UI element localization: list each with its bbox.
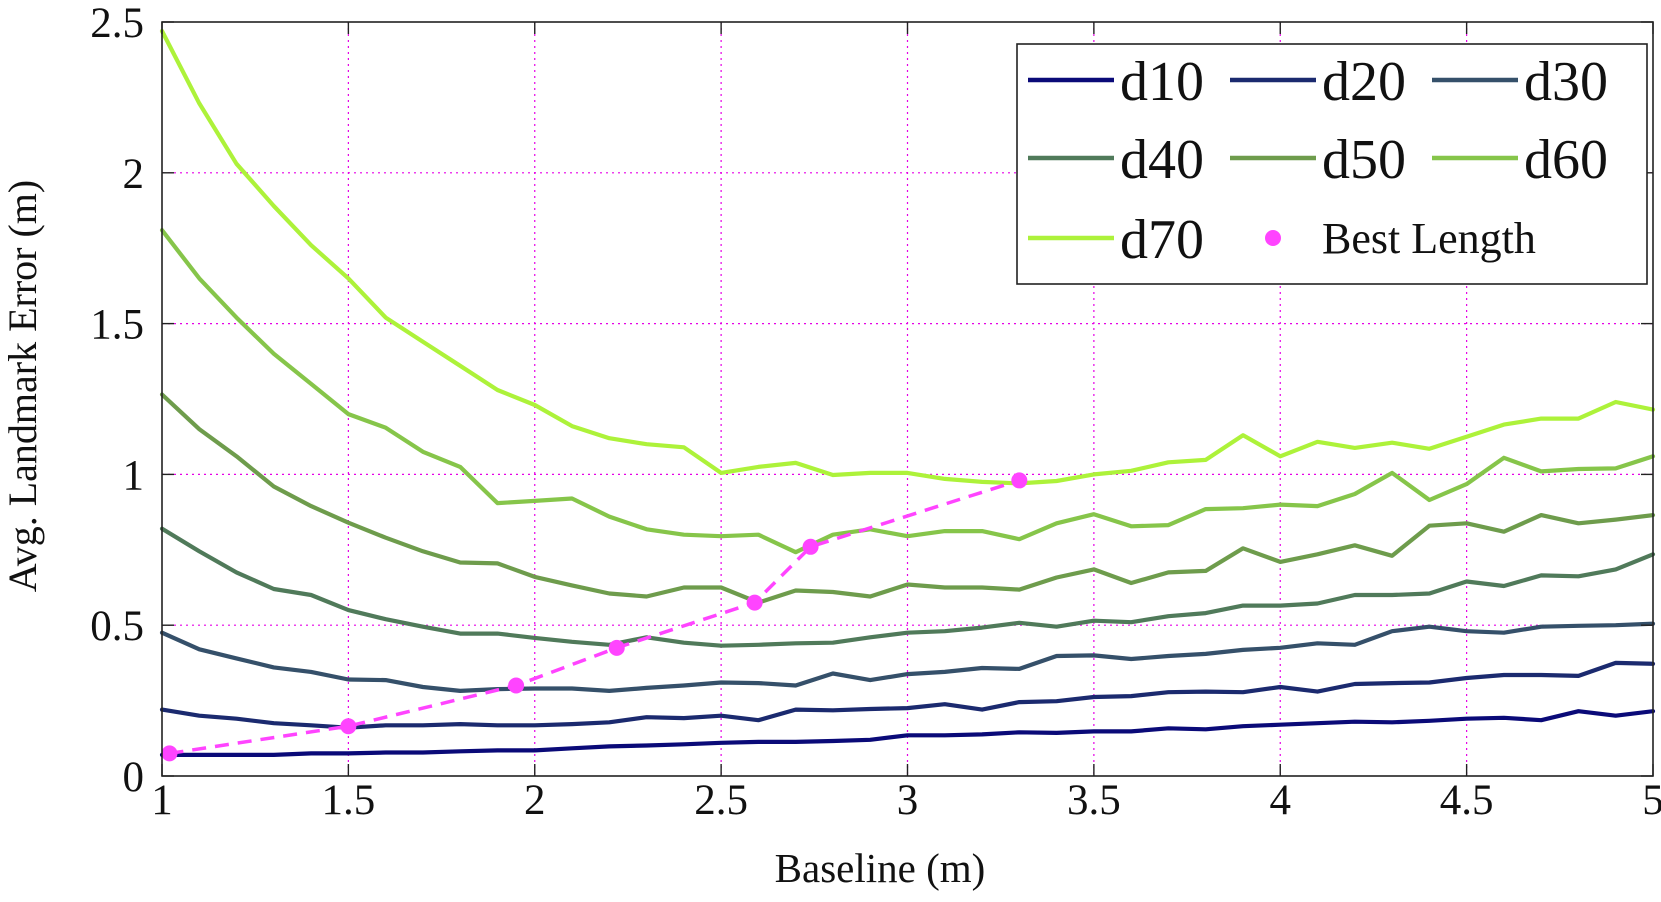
x-tick-label: 2 [524, 777, 546, 824]
y-tick-label: 1.5 [90, 302, 144, 349]
x-tick-label: 3.5 [1067, 777, 1121, 824]
best-length-point [340, 718, 357, 735]
legend-label-d40: d40 [1120, 129, 1204, 191]
best-length-point [802, 538, 819, 555]
y-axis-label: Avg. Landmark Error (m) [0, 180, 45, 592]
legend-label-d70: d70 [1120, 209, 1204, 271]
axis-ticks: 1 1.5 2 2.5 3 3.5 4 4.5 5 0 0.5 1 1.5 2 2.5 [90, 0, 1661, 824]
series-line-d60 [159, 228, 1656, 555]
legend: d10 d20 d30 d40 d50 d60 d70 Best Length [1016, 43, 1648, 285]
x-tick-label: 4 [1270, 777, 1292, 824]
legend-label-d30: d30 [1524, 51, 1608, 113]
best-length-layer [161, 472, 1028, 762]
x-tick-label: 2.5 [694, 777, 748, 824]
legend-label-d50: d50 [1322, 129, 1406, 191]
y-tick-label: 0.5 [90, 603, 144, 650]
legend-box [1016, 43, 1648, 285]
series-line-d10 [159, 709, 1656, 758]
series-line-d50 [159, 392, 1656, 605]
x-tick-label: 4.5 [1440, 777, 1494, 824]
series-line-d20 [159, 660, 1656, 730]
y-tick-label: 2.5 [90, 0, 144, 47]
best-length-point [746, 594, 763, 611]
x-axis-label: Baseline (m) [775, 845, 986, 891]
x-tick-label: 3 [897, 777, 919, 824]
x-tick-label: 1 [151, 777, 173, 824]
x-tick-label: 5 [1642, 777, 1661, 824]
best-length-point [608, 639, 625, 656]
series-line-d40 [159, 526, 1656, 648]
best-length-line [169, 478, 1020, 756]
series-line-d70 [159, 28, 1656, 486]
x-tick-label: 1.5 [322, 777, 376, 824]
best-length-point [1011, 472, 1028, 489]
legend-swatch-best-length [1265, 230, 1281, 246]
best-length-point [161, 745, 178, 762]
series-layer [159, 28, 1656, 758]
y-tick-label: 1 [123, 452, 145, 499]
legend-label-d20: d20 [1322, 51, 1406, 113]
y-tick-label: 0 [123, 754, 145, 801]
series-line-d30 [159, 621, 1656, 694]
legend-label-best-length: Best Length [1322, 214, 1536, 263]
y-tick-label: 2 [123, 151, 145, 198]
best-length-point [508, 677, 525, 694]
legend-label-d10: d10 [1120, 51, 1204, 113]
legend-label-d60: d60 [1524, 129, 1608, 191]
